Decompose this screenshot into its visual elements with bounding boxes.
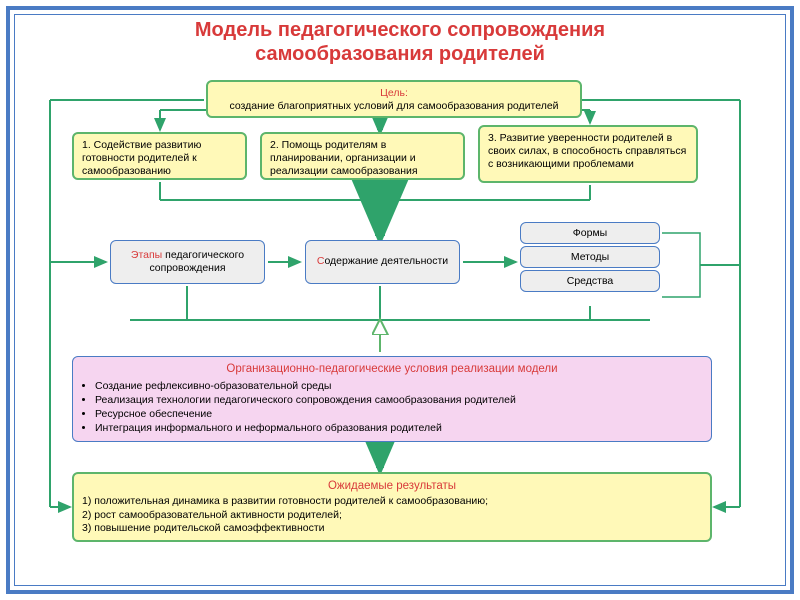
subgoal-1: 1. Содействие развитию готовности родите…: [72, 132, 247, 180]
result-1: 1) положительная динамика в развитии гот…: [82, 495, 702, 508]
results-title: Ожидаемые результаты: [82, 479, 702, 493]
fmr-stack: Формы Методы Средства: [520, 222, 660, 292]
result-3: 3) повышение родительской самоэффективно…: [82, 522, 702, 535]
cond-item-2: Реализация технологии педагогического со…: [95, 394, 703, 408]
title-line-2: самообразования родителей: [255, 43, 545, 65]
goal-label: Цель:: [380, 87, 408, 99]
goal-text: создание благоприятных условий для самоо…: [229, 100, 558, 112]
result-2: 2) рост самообразовательной активности р…: [82, 509, 702, 522]
subgoal-3-text: 3. Развитие уверенности родителей в свои…: [488, 132, 686, 170]
content-box: Содержание деятельности: [305, 240, 460, 284]
cond-item-1: Создание рефлексивно-образовательной сре…: [95, 379, 703, 393]
conditions-list: Создание рефлексивно-образовательной сре…: [95, 379, 703, 436]
stages-red: Этапы: [131, 249, 162, 261]
conditions-title: Организационно-педагогические условия ре…: [81, 362, 703, 376]
goal-box: Цель: создание благоприятных условий для…: [206, 80, 582, 118]
content-rest: одержание деятельности: [324, 255, 448, 267]
stages-box: Этапы педагогического сопровождения: [110, 240, 265, 284]
diagram-title: Модель педагогического сопровождения сам…: [0, 18, 800, 66]
title-line-1: Модель педагогического сопровождения: [195, 19, 605, 41]
stack-forms: Формы: [520, 222, 660, 244]
stack-means: Средства: [520, 270, 660, 292]
subgoal-2: 2. Помощь родителям в планировании, орга…: [260, 132, 465, 180]
stages-rest: педагогического сопровождения: [149, 249, 244, 274]
cond-item-4: Интеграция информального и неформального…: [95, 422, 703, 436]
stack-methods: Методы: [520, 246, 660, 268]
results-box: Ожидаемые результаты 1) положительная ди…: [72, 472, 712, 542]
subgoal-1-text: 1. Содействие развитию готовности родите…: [82, 139, 201, 177]
subgoal-2-text: 2. Помощь родителям в планировании, орга…: [270, 139, 418, 177]
conditions-box: Организационно-педагогические условия ре…: [72, 356, 712, 442]
subgoal-3: 3. Развитие уверенности родителей в свои…: [478, 125, 698, 183]
cond-item-3: Ресурсное обеспечение: [95, 408, 703, 422]
